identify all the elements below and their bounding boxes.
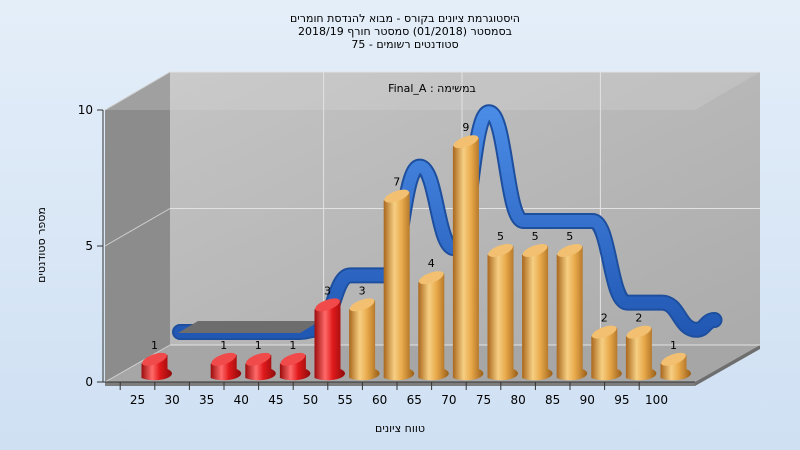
grid-line-side (104, 344, 171, 383)
bar-top (245, 352, 271, 366)
data-label-80: 5 (532, 230, 539, 243)
data-labels: 1 1 1 1 3 3 7 4 9 5 5 5 2 2 1 (151, 121, 677, 352)
data-label-85: 5 (566, 230, 573, 243)
y-tick-label: 5 (85, 239, 93, 253)
bar-top (453, 135, 479, 149)
bar-body (349, 300, 380, 381)
data-label-35: 1 (220, 339, 227, 352)
data-label-25: 1 (151, 339, 158, 352)
data-label-75: 5 (497, 230, 504, 243)
x-tick-label-40: 40 (234, 393, 249, 407)
bar-body (383, 191, 415, 381)
y-tick-label: 10 (78, 103, 93, 117)
data-label-65: 4 (428, 257, 435, 270)
chart-title-line-2: בסמסטר (01/2018) סמסטר חורף 2018/19 (298, 25, 512, 38)
data-label-50: 3 (324, 284, 331, 297)
bar-body (591, 327, 622, 381)
bar-body (141, 354, 172, 381)
bar-body (556, 246, 588, 381)
bar-25 (141, 352, 172, 381)
x-tick-label-30: 30 (164, 393, 179, 407)
y-axis-label: מספר סטודנטים (35, 207, 48, 283)
bar-body (279, 354, 311, 381)
bar-body (487, 246, 518, 381)
data-label-45: 1 (289, 339, 296, 352)
bar-top (557, 244, 583, 257)
bar-45 (279, 352, 311, 381)
bar-body (522, 246, 553, 381)
x-tick-label-60: 60 (372, 393, 387, 407)
annotation-text: Final_A : במשימה (388, 82, 476, 95)
chart-title-line-1: היסטוגרמת ציונים בקורס - מבוא להנדסת חומ… (290, 12, 520, 25)
bar-55 (349, 298, 380, 381)
chart-title-line-3: סטודנטים רשומים - 75 (351, 38, 458, 51)
bar-60 (383, 189, 415, 381)
back-wall-top-edge (105, 72, 760, 110)
grid-line-side (104, 71, 171, 111)
bar-top (315, 298, 340, 312)
data-label-90: 2 (601, 312, 608, 325)
bar-95 (625, 325, 657, 381)
x-axis-label: טווח ציונים (375, 422, 425, 435)
data-label-60: 7 (393, 176, 400, 189)
bar-top (211, 352, 237, 366)
bar-top (280, 352, 306, 366)
x-tick-label-65: 65 (407, 393, 422, 407)
bar-top (591, 325, 617, 339)
x-tick-label-80: 80 (510, 393, 525, 407)
bar-body (418, 273, 449, 381)
x-tick-label-85: 85 (545, 393, 560, 407)
bar-35 (210, 352, 242, 381)
bar-75 (487, 244, 518, 381)
x-tick-label-45: 45 (268, 393, 283, 407)
bar-top (626, 325, 652, 339)
bar-body (245, 354, 276, 381)
bar-50 (314, 298, 345, 381)
bar-65 (418, 271, 449, 381)
x-tick-label-55: 55 (337, 393, 352, 407)
bar-body (660, 354, 691, 381)
data-label-95: 2 (635, 312, 642, 325)
x-tick-label-90: 90 (580, 393, 595, 407)
x-tick-label-25: 25 (130, 393, 145, 407)
data-label-100: 1 (670, 339, 677, 352)
floor-front-edge (105, 382, 695, 386)
bar-top (349, 298, 375, 312)
y-tick-label: 0 (85, 375, 93, 389)
x-tick-label-100: 100 (645, 393, 668, 407)
curve-floor-segment (178, 321, 320, 333)
bar-body (314, 300, 345, 381)
bar-70 (452, 135, 484, 381)
bar-top (384, 189, 410, 203)
bar-top (142, 352, 167, 366)
data-label-40: 1 (255, 339, 262, 352)
bar-body (625, 327, 657, 381)
x-tick-label-50: 50 (303, 393, 318, 407)
bar-top (661, 352, 686, 366)
floor-right-edge (695, 345, 760, 386)
data-label-55: 3 (359, 284, 366, 297)
bar-top (488, 244, 513, 257)
bar-80 (522, 244, 553, 381)
bar-100 (660, 352, 691, 381)
bar-40 (245, 352, 276, 381)
bar-90 (591, 325, 622, 381)
bar-top (522, 244, 548, 257)
x-tick-label-35: 35 (199, 393, 214, 407)
x-tick-label-75: 75 (476, 393, 491, 407)
bar-top (418, 271, 444, 285)
bar-body (452, 137, 484, 381)
grid-line-side (104, 208, 171, 247)
bars-group (141, 135, 691, 381)
x-tick-label-95: 95 (614, 393, 629, 407)
data-label-70: 9 (462, 121, 469, 134)
x-tick-label-70: 70 (441, 393, 456, 407)
bar-body (210, 354, 242, 381)
bar-85 (556, 244, 588, 381)
